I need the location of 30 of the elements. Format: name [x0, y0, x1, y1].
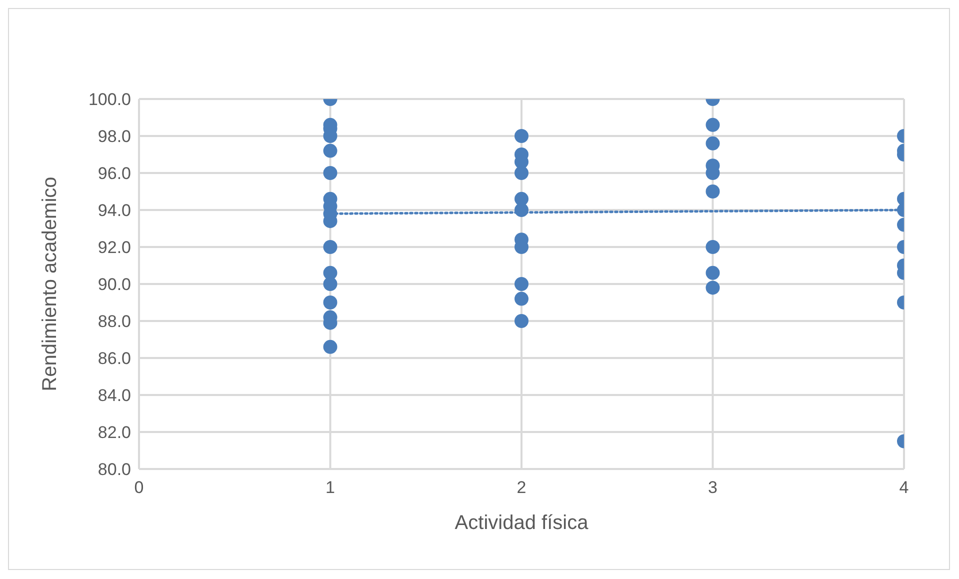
point	[323, 277, 338, 291]
point	[514, 166, 528, 180]
y-tick-label: 80.0	[98, 460, 131, 480]
y-tick-label: 100.0	[88, 90, 131, 110]
point	[323, 340, 338, 354]
y-tick-label: 94.0	[98, 201, 131, 220]
x-tick-label: 0	[134, 478, 144, 497]
y-tick-label: 98.0	[98, 127, 131, 146]
x-tick-label: 4	[899, 478, 909, 497]
x-axis-title: Actividad física	[454, 512, 590, 534]
x-tick-label: 2	[516, 478, 526, 497]
y-tick-label: 96.0	[98, 164, 131, 184]
point	[514, 203, 528, 217]
point	[323, 240, 338, 254]
y-tick-label: 84.0	[98, 386, 131, 406]
point	[514, 292, 528, 306]
point	[323, 144, 338, 158]
y-tick-label: 82.0	[98, 423, 131, 442]
y-axis-title: Rendimiento academico	[39, 176, 62, 392]
point	[323, 296, 338, 310]
y-tick-label: 92.0	[98, 238, 131, 258]
point	[323, 166, 338, 180]
y-tick-label: 86.0	[98, 349, 131, 368]
x-tick-label: 3	[708, 478, 718, 497]
x-tick-label: 1	[326, 478, 335, 497]
point	[514, 314, 528, 328]
y-tick-label: 88.0	[98, 312, 131, 332]
point	[514, 277, 528, 291]
point	[514, 129, 528, 143]
y-tick-label: 90.0	[98, 275, 131, 294]
